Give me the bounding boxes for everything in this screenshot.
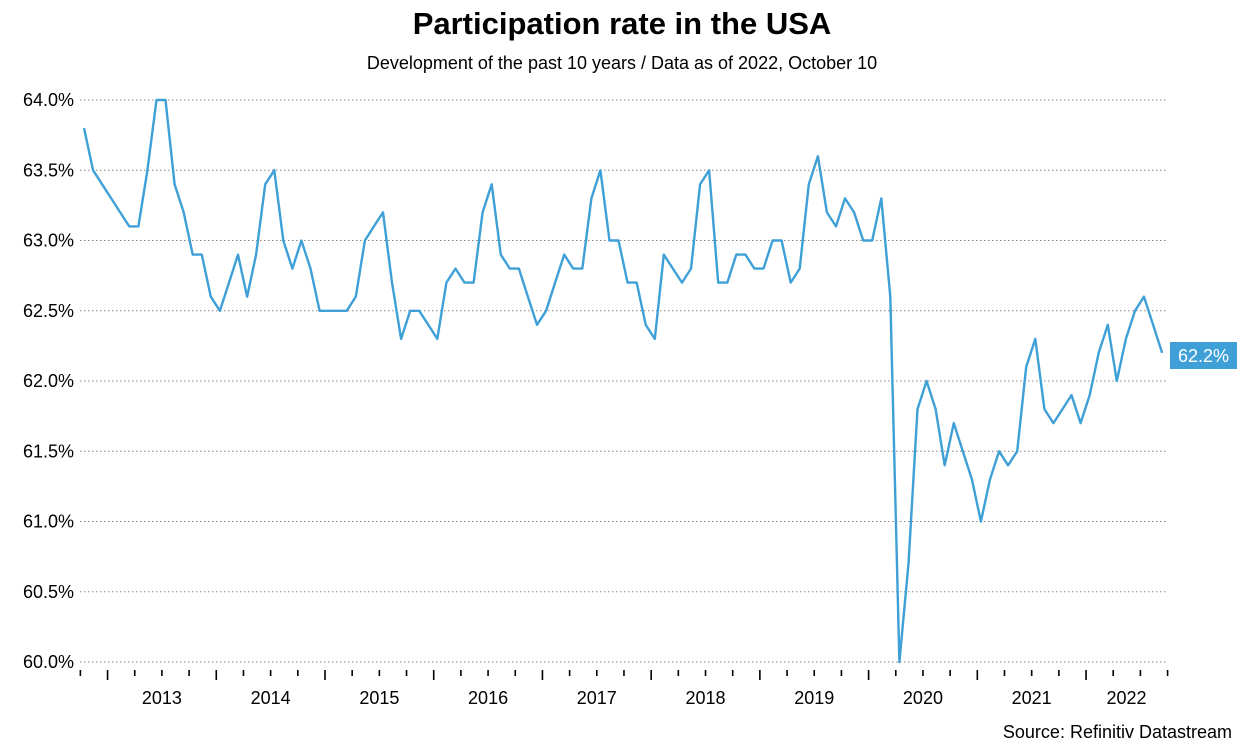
y-tick-label: 62.5% [23, 301, 74, 321]
x-tick-label: 2019 [794, 688, 834, 708]
x-tick-label: 2015 [359, 688, 399, 708]
x-tick-label: 2013 [142, 688, 182, 708]
y-tick-label: 60.5% [23, 582, 74, 602]
y-axis-ticks: 60.0% 60.5% 61.0% 61.5% 62.0% 62.5% 63.0% 63.5%… [23, 90, 74, 672]
x-tick-label: 2022 [1106, 688, 1146, 708]
y-tick-label: 61.5% [23, 441, 74, 461]
x-tick-label: 2017 [577, 688, 617, 708]
y-grid [80, 99, 1167, 663]
x-tick-label: 2018 [685, 688, 725, 708]
series-participation-rate [82, 98, 1164, 664]
y-tick-label: 62.0% [23, 371, 74, 391]
y-tick-label: 60.0% [23, 652, 74, 672]
chart-subtitle: Development of the past 10 years / Data … [367, 53, 877, 73]
y-tick-label: 64.0% [23, 90, 74, 110]
y-tick-label: 61.0% [23, 512, 74, 532]
x-tick-label: 2020 [903, 688, 943, 708]
last-value-label: 62.2% [1178, 346, 1229, 366]
series-line [82, 98, 1164, 664]
y-tick-label: 63.5% [23, 160, 74, 180]
x-tick-label: 2021 [1012, 688, 1052, 708]
chart-title: Participation rate in the USA [413, 6, 832, 41]
y-tick-label: 63.0% [23, 231, 74, 251]
source-note: Source: Refinitiv Datastream [1003, 722, 1232, 742]
last-value-badge: 62.2% [1170, 342, 1237, 369]
last-value-box [1170, 342, 1237, 369]
x-axis-ticks: 2013 2014 2015 2016 2017 2018 2019 2020 2021 2022 [79, 670, 1169, 708]
x-tick-label: 2014 [251, 688, 291, 708]
x-tick-label: 2016 [468, 688, 508, 708]
